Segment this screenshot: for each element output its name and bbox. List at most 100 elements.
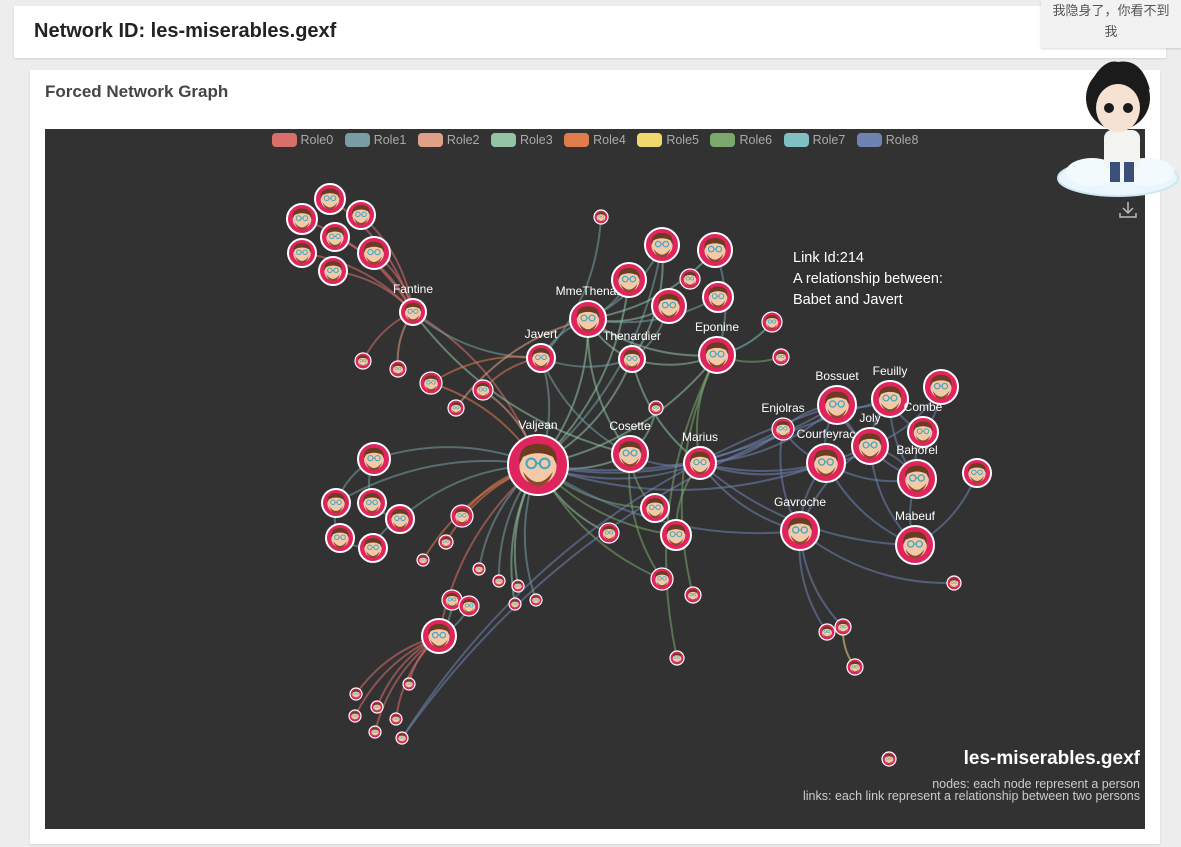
graph-node[interactable] [450, 504, 474, 528]
graph-node[interactable] [923, 369, 959, 405]
graph-node-cosette[interactable] [611, 435, 649, 473]
graph-node[interactable] [772, 348, 790, 366]
graph-node[interactable] [593, 209, 609, 225]
graph-node[interactable] [357, 236, 391, 270]
graph-node[interactable] [669, 650, 685, 666]
legend[interactable]: Role0 Role1 Role2 Role3 Role4 Role5 Role… [45, 133, 1145, 150]
graph-link[interactable] [412, 311, 631, 455]
graph-node[interactable] [385, 504, 415, 534]
graph-node[interactable] [357, 442, 391, 476]
graph-node[interactable] [697, 232, 733, 268]
graph-node[interactable] [416, 553, 430, 567]
graph-link[interactable] [699, 445, 871, 472]
graph-node[interactable] [529, 593, 543, 607]
graph-node[interactable] [472, 379, 494, 401]
graph-link[interactable] [665, 354, 718, 659]
graph-link[interactable] [799, 530, 955, 585]
graph-node[interactable] [834, 618, 852, 636]
graph-node-eponine[interactable] [698, 336, 736, 374]
graph-node[interactable] [702, 281, 734, 313]
graph-node[interactable] [946, 575, 962, 591]
graph-node[interactable] [358, 533, 388, 563]
graph-node[interactable] [679, 268, 701, 290]
graph-node-mabeuf[interactable] [895, 525, 935, 565]
graph-node-marius[interactable] [683, 446, 717, 480]
network-graph-svg[interactable]: Valjean Fantine MmeThenar Javert Thenardier E… [45, 129, 1145, 829]
graph-node-combe[interactable] [907, 416, 939, 448]
graph-node[interactable] [320, 222, 350, 252]
graph-node[interactable] [346, 200, 376, 230]
graph-node[interactable] [651, 288, 687, 324]
graph-node-bossuet[interactable] [817, 385, 857, 425]
graph-node[interactable] [648, 400, 664, 416]
graph-node[interactable] [684, 586, 702, 604]
graph-link[interactable] [430, 355, 542, 384]
graph-node[interactable] [458, 595, 480, 617]
graph-link[interactable] [401, 398, 891, 739]
graph-node[interactable] [286, 203, 318, 235]
graph-node[interactable] [447, 399, 465, 417]
graph-node[interactable] [644, 227, 680, 263]
graph-node[interactable] [321, 488, 351, 518]
legend-item-role1[interactable]: Role1 [344, 133, 406, 147]
graph-node[interactable] [318, 256, 348, 286]
graph-node-javert[interactable] [526, 343, 556, 373]
graph-link[interactable] [680, 354, 718, 596]
legend-item-role4[interactable]: Role4 [564, 133, 626, 147]
graph-node[interactable] [421, 618, 457, 654]
legend-item-role0[interactable]: Role0 [271, 133, 333, 147]
graph-node[interactable] [395, 731, 409, 745]
graph-node[interactable] [354, 352, 372, 370]
graph-link[interactable] [455, 318, 589, 409]
graph-node-feuilly[interactable] [871, 380, 909, 418]
graph-node[interactable] [349, 687, 363, 701]
graph-link[interactable] [537, 244, 663, 466]
graph-node-enjolras[interactable] [771, 417, 795, 441]
graph-link[interactable] [401, 404, 838, 739]
graph-node[interactable] [611, 262, 647, 298]
graph-node[interactable] [368, 725, 382, 739]
network-graph-canvas[interactable]: Valjean Fantine MmeThenar Javert Thenardier E… [45, 129, 1145, 829]
legend-item-role2[interactable]: Role2 [417, 133, 480, 147]
graph-node[interactable] [325, 523, 355, 553]
graph-node[interactable] [389, 712, 403, 726]
graph-node[interactable] [818, 623, 836, 641]
graph-link[interactable] [537, 464, 801, 535]
graph-node-fantine[interactable] [399, 298, 427, 326]
legend-item-role3[interactable]: Role3 [491, 133, 553, 147]
graph-node[interactable] [287, 238, 317, 268]
graph-node-thenardier[interactable] [618, 345, 646, 373]
graph-node[interactable] [511, 579, 525, 593]
graph-node-mmethenar[interactable] [569, 300, 607, 338]
graph-node[interactable] [962, 458, 992, 488]
graph-node-valjean[interactable] [507, 434, 569, 496]
graph-node[interactable] [598, 522, 620, 544]
graph-node[interactable] [472, 562, 486, 576]
graph-node-joly[interactable] [851, 427, 889, 465]
graph-node[interactable] [419, 371, 443, 395]
graph-node-courfeyrac[interactable] [806, 443, 846, 483]
graph-node[interactable] [402, 677, 416, 691]
graph-node[interactable] [492, 574, 506, 588]
graph-node[interactable] [761, 311, 783, 333]
graph-node[interactable] [660, 519, 692, 551]
graph-node[interactable] [348, 709, 362, 723]
legend-item-role7[interactable]: Role7 [783, 133, 845, 147]
legend-item-role5[interactable]: Role5 [637, 133, 699, 147]
graph-node[interactable] [650, 567, 674, 591]
legend-item-role8[interactable]: Role8 [856, 133, 918, 147]
graph-node[interactable] [640, 493, 670, 523]
graph-node[interactable] [389, 360, 407, 378]
legend-item-role6[interactable]: Role6 [710, 133, 772, 147]
graph-node[interactable] [438, 534, 454, 550]
graph-node[interactable] [881, 751, 897, 767]
graph-link[interactable] [537, 428, 784, 474]
graph-node-gavroche[interactable] [780, 511, 820, 551]
graph-link[interactable] [540, 216, 602, 359]
mascot-widget[interactable] [1052, 38, 1180, 208]
graph-node[interactable] [508, 597, 522, 611]
graph-node[interactable] [314, 183, 346, 215]
graph-node-bahorel[interactable] [897, 459, 937, 499]
graph-node[interactable] [846, 658, 864, 676]
graph-node[interactable] [357, 488, 387, 518]
